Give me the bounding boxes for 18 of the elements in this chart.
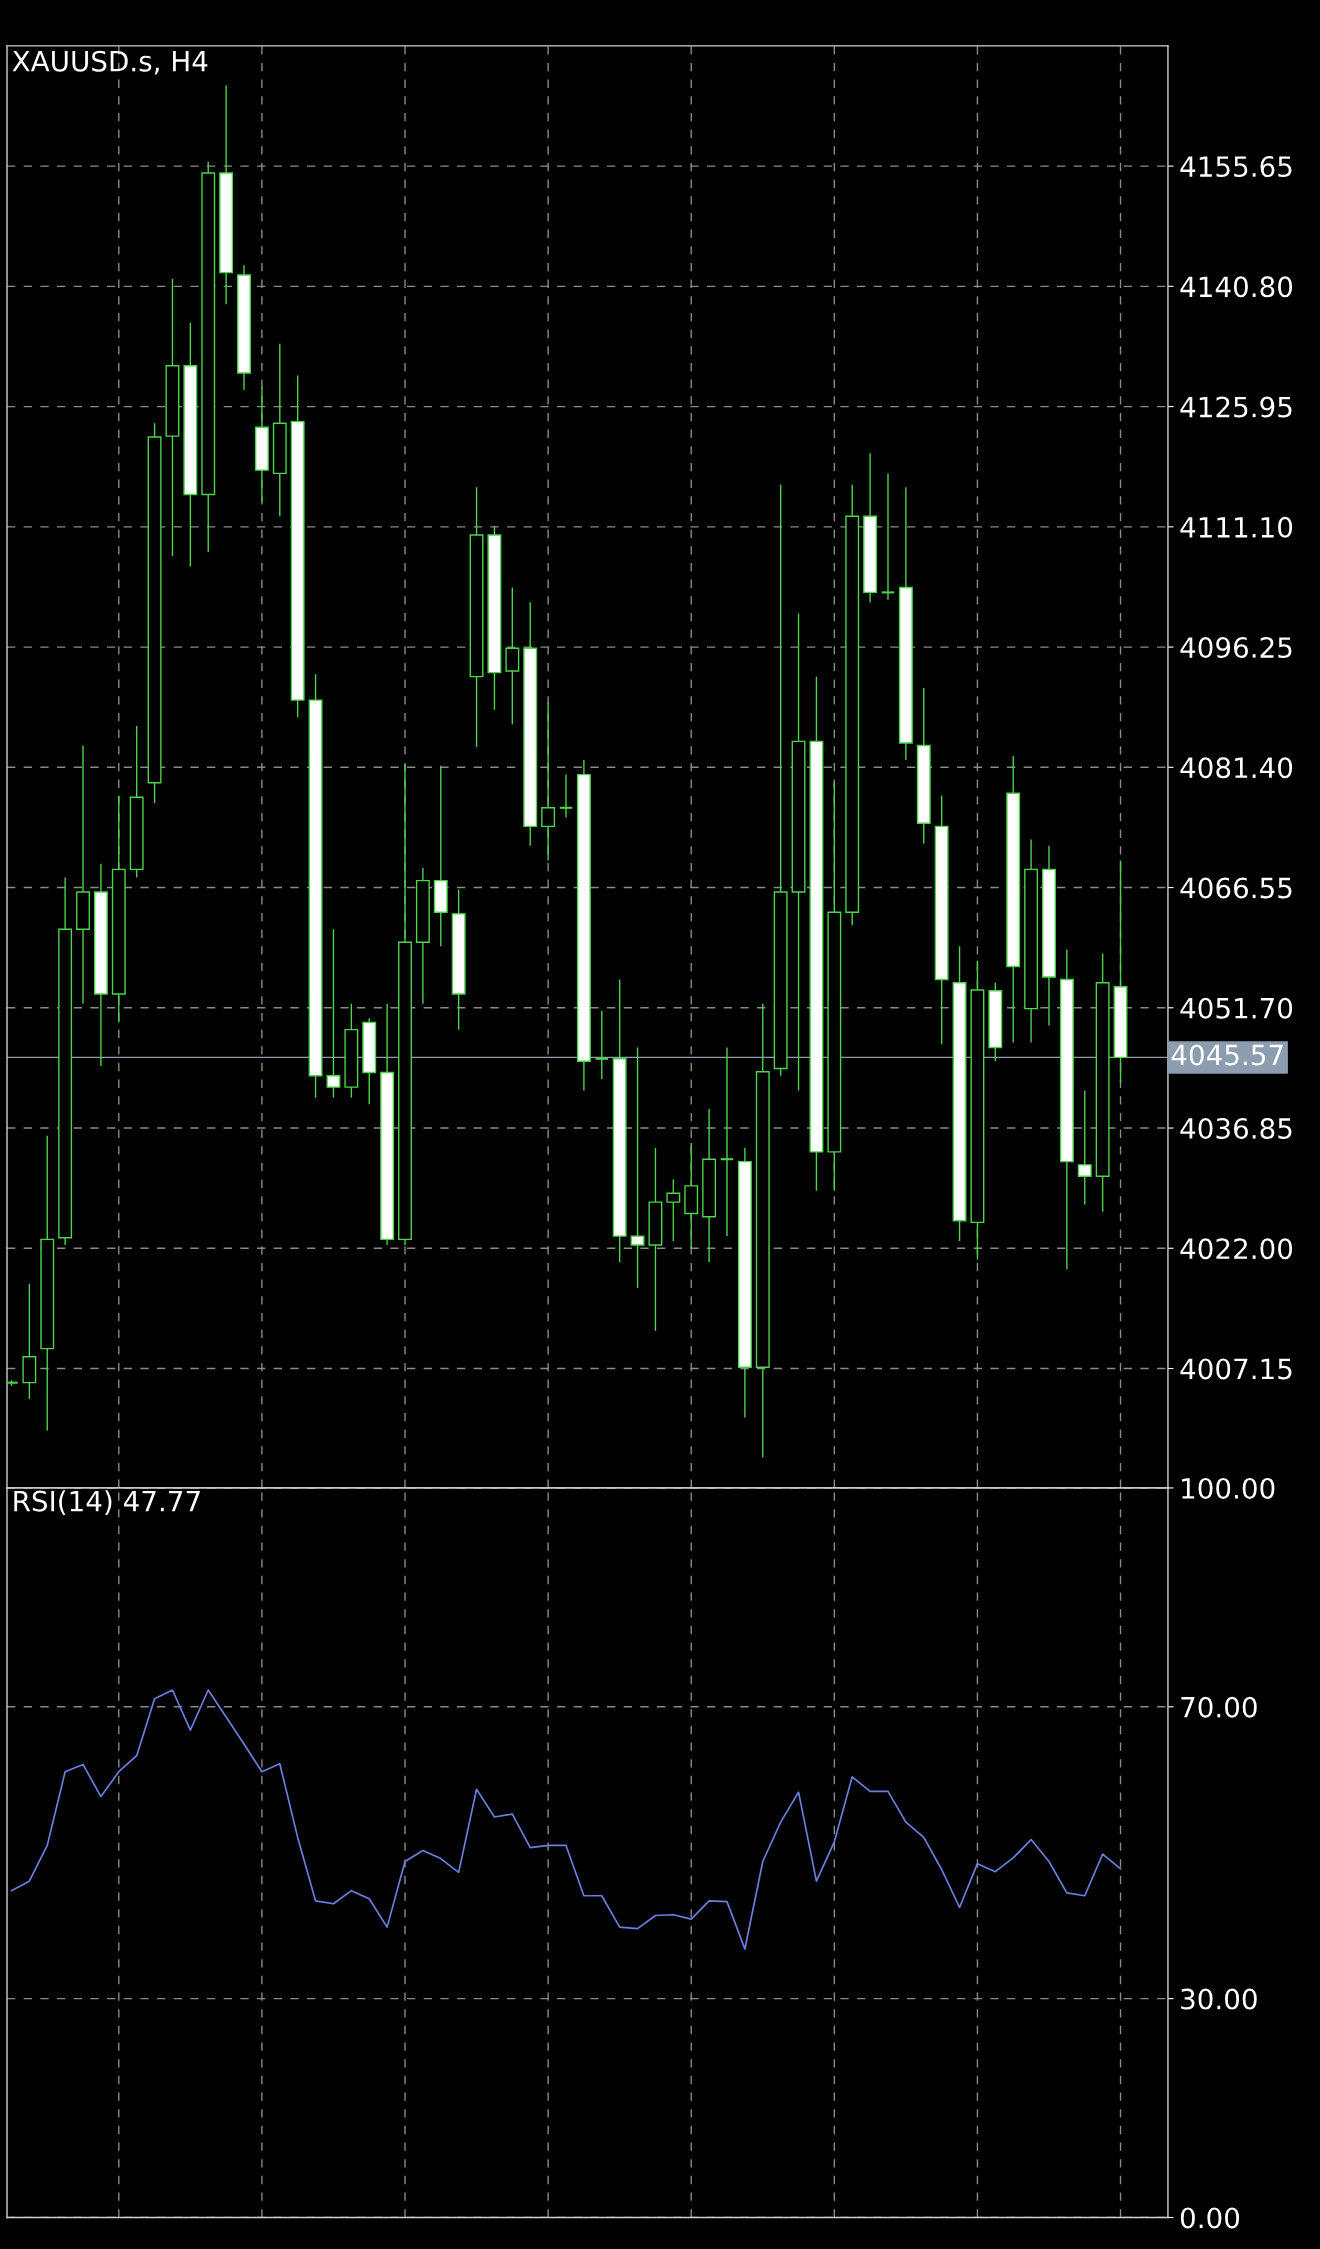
y-tick-label: 4125.95 — [1180, 396, 1292, 418]
y-tick-label: 4140.80 — [1180, 276, 1293, 298]
y-tick-label: 100.00 — [1182, 1477, 1275, 1499]
y-tick-label: 4096.25 — [1180, 637, 1292, 659]
chart-title: XAUUSD.s, H4 — [12, 50, 208, 75]
y-tick-label: 4007.15 — [1180, 1358, 1292, 1380]
y-tick-label: 70.00 — [1181, 1696, 1257, 1718]
ref-line-label: 4045.57 — [1171, 1044, 1283, 1066]
y-tick-label: 4155.65 — [1180, 156, 1292, 178]
y-tick-label: 0.00 — [1180, 2207, 1240, 2229]
y-tick-label: 4036.85 — [1180, 1117, 1292, 1139]
y-tick-label: 4081.40 — [1180, 757, 1293, 779]
chart-title: RSI(14) 47.77 — [14, 1490, 200, 1515]
y-tick-label: 4051.70 — [1180, 997, 1293, 1019]
y-tick-label: 4111.10 — [1180, 516, 1293, 538]
y-tick-label: 30.00 — [1181, 1988, 1257, 2010]
y-tick-label: 4022.00 — [1180, 1238, 1293, 1260]
y-tick-label: 4066.55 — [1180, 877, 1292, 899]
